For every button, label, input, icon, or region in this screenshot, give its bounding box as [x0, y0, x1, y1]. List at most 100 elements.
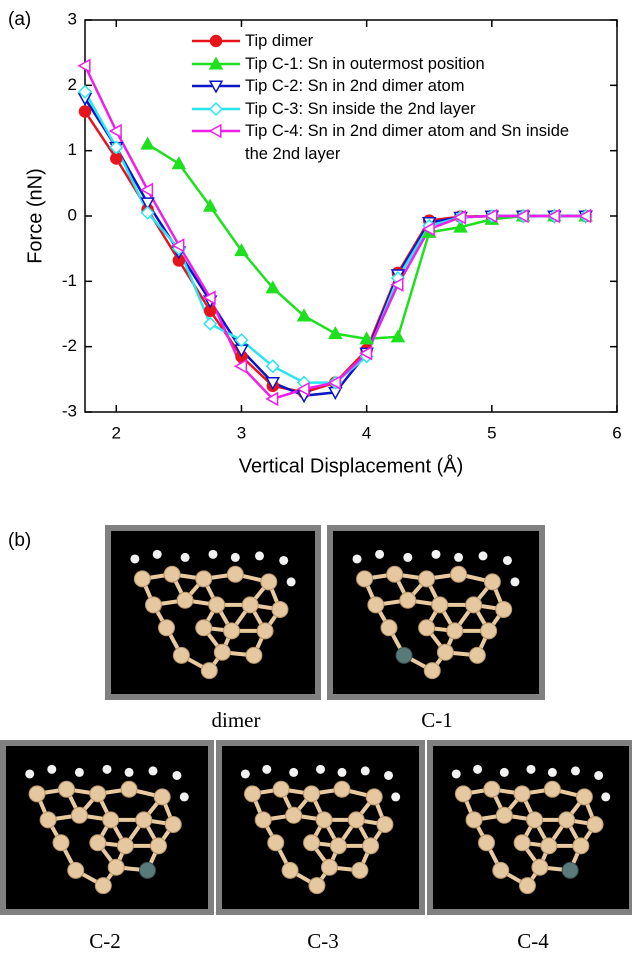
atom: [227, 566, 243, 582]
atom: [541, 838, 557, 854]
atom: [257, 623, 273, 639]
marker: [210, 103, 222, 115]
atom: [544, 781, 560, 797]
atom: [151, 838, 167, 854]
atom: [469, 647, 485, 663]
marker: [204, 318, 216, 330]
atom: [466, 812, 482, 828]
atom: [496, 601, 512, 617]
hydrogen: [181, 553, 190, 562]
atom: [244, 786, 260, 802]
atom: [108, 859, 124, 875]
atom: [103, 812, 119, 828]
atom: [396, 647, 412, 663]
atom: [121, 781, 137, 797]
atom: [321, 859, 337, 875]
atom: [201, 663, 217, 679]
marker: [211, 36, 222, 47]
structure-label: C-2: [89, 929, 121, 953]
atom: [214, 644, 230, 660]
atom: [242, 597, 258, 613]
hydrogen: [601, 792, 610, 801]
atom: [145, 597, 161, 613]
atom: [363, 838, 379, 854]
hydrogen: [510, 577, 519, 586]
atom: [282, 862, 298, 878]
legend-label: Tip C-1: Sn in outermost position: [245, 55, 485, 73]
marker: [173, 158, 185, 169]
structure-label: C-3: [307, 929, 339, 953]
hydrogen: [353, 554, 362, 563]
atom: [154, 789, 170, 805]
hydrogen: [500, 768, 509, 777]
atom: [387, 566, 403, 582]
structure-image: [430, 743, 632, 912]
marker: [210, 125, 221, 137]
atom: [466, 597, 482, 613]
atom: [134, 571, 150, 587]
atom: [377, 816, 393, 832]
marker: [329, 328, 341, 339]
hydrogen: [375, 550, 384, 559]
hydrogen: [548, 768, 557, 777]
atom: [447, 623, 463, 639]
hydrogen: [479, 551, 488, 560]
legend-swatch: [190, 120, 242, 142]
atom: [419, 571, 435, 587]
hydrogen: [337, 768, 346, 777]
marker: [142, 138, 154, 149]
atom: [527, 812, 543, 828]
x-tick-label: 6: [612, 423, 621, 442]
structure-label: dimer: [212, 708, 261, 732]
hydrogen: [209, 550, 218, 559]
atom: [159, 620, 175, 636]
atom: [304, 786, 320, 802]
atom: [484, 574, 500, 590]
atom: [496, 807, 512, 823]
atom: [196, 571, 212, 587]
hydrogen: [75, 768, 84, 777]
atom: [330, 838, 346, 854]
atom: [451, 566, 467, 582]
atom: [419, 620, 435, 636]
atom: [424, 663, 440, 679]
atom: [59, 781, 75, 797]
y-tick-label: 0: [68, 205, 77, 224]
hydrogen: [391, 792, 400, 801]
atom: [165, 816, 181, 832]
hydrogen: [180, 792, 189, 801]
page: (a) (b) Vertical Displacement (Å) Force …: [0, 0, 632, 953]
hydrogen: [594, 771, 603, 780]
legend-item: Tip C-1: Sn in outermost position: [190, 53, 590, 76]
atom: [90, 835, 106, 851]
legend-swatch: [190, 75, 242, 97]
atom: [432, 597, 448, 613]
atom: [268, 835, 284, 851]
structure-image: [330, 528, 542, 697]
hydrogen: [571, 766, 580, 775]
y-tick-label: -1: [62, 271, 77, 290]
atom: [400, 592, 416, 608]
hydrogen: [432, 550, 441, 559]
x-tick-label: 5: [487, 423, 496, 442]
structure-label: C-4: [517, 929, 549, 953]
hydrogen: [262, 765, 271, 774]
hydrogen: [241, 769, 250, 778]
atom: [117, 838, 133, 854]
hydrogen: [125, 768, 134, 777]
y-tick-label: 2: [68, 75, 77, 94]
hydrogen: [527, 765, 536, 774]
atom: [164, 566, 180, 582]
hydrogen: [384, 771, 393, 780]
hydrogen: [153, 550, 162, 559]
atom: [309, 878, 325, 894]
y-axis-label: Force (nN): [24, 168, 46, 264]
atom: [173, 647, 189, 663]
atom: [286, 807, 302, 823]
hydrogen: [316, 765, 325, 774]
hydrogen: [361, 766, 370, 775]
hydrogen: [452, 769, 461, 778]
y-tick-label: 3: [68, 9, 77, 28]
x-tick-label: 2: [112, 423, 121, 442]
atom: [366, 789, 382, 805]
